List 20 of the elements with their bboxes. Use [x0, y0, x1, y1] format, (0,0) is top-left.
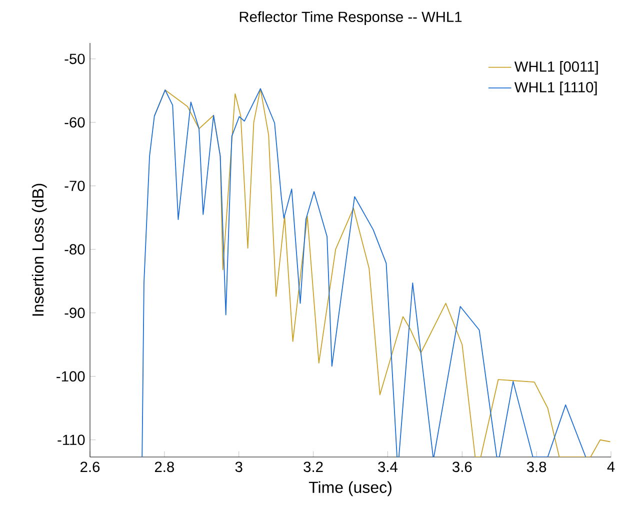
- y-tick-label: -100: [56, 371, 85, 382]
- y-tick-label: -110: [58, 434, 85, 446]
- y-tick-label: -80: [64, 244, 85, 255]
- chart-title: Reflector Time Response -- WHL1: [240, 11, 462, 25]
- y-tick-label: -70: [64, 180, 85, 192]
- x-tick-label: 2.8: [154, 462, 174, 472]
- x-tick-label: 2.6: [80, 462, 100, 472]
- x-tick-label: 4: [607, 462, 615, 472]
- x-tick-label: 3.2: [304, 462, 323, 472]
- legend-label: WHL1 [0011]: [514, 61, 598, 75]
- x-tick-label: 3.6: [452, 462, 472, 472]
- x-tick-label: 3: [235, 462, 242, 472]
- x-axis-title: Time (usec): [308, 481, 392, 496]
- x-tick-label: 3.4: [378, 462, 398, 472]
- y-tick-label: -90: [64, 308, 85, 318]
- y-tick-label: -50: [64, 54, 85, 64]
- legend-label: WHL1 [1110]: [514, 82, 597, 96]
- y-axis-title: Insertion Loss (dB): [32, 184, 47, 316]
- x-tick-label: 3.8: [526, 462, 546, 472]
- y-tick-label: -60: [64, 117, 85, 128]
